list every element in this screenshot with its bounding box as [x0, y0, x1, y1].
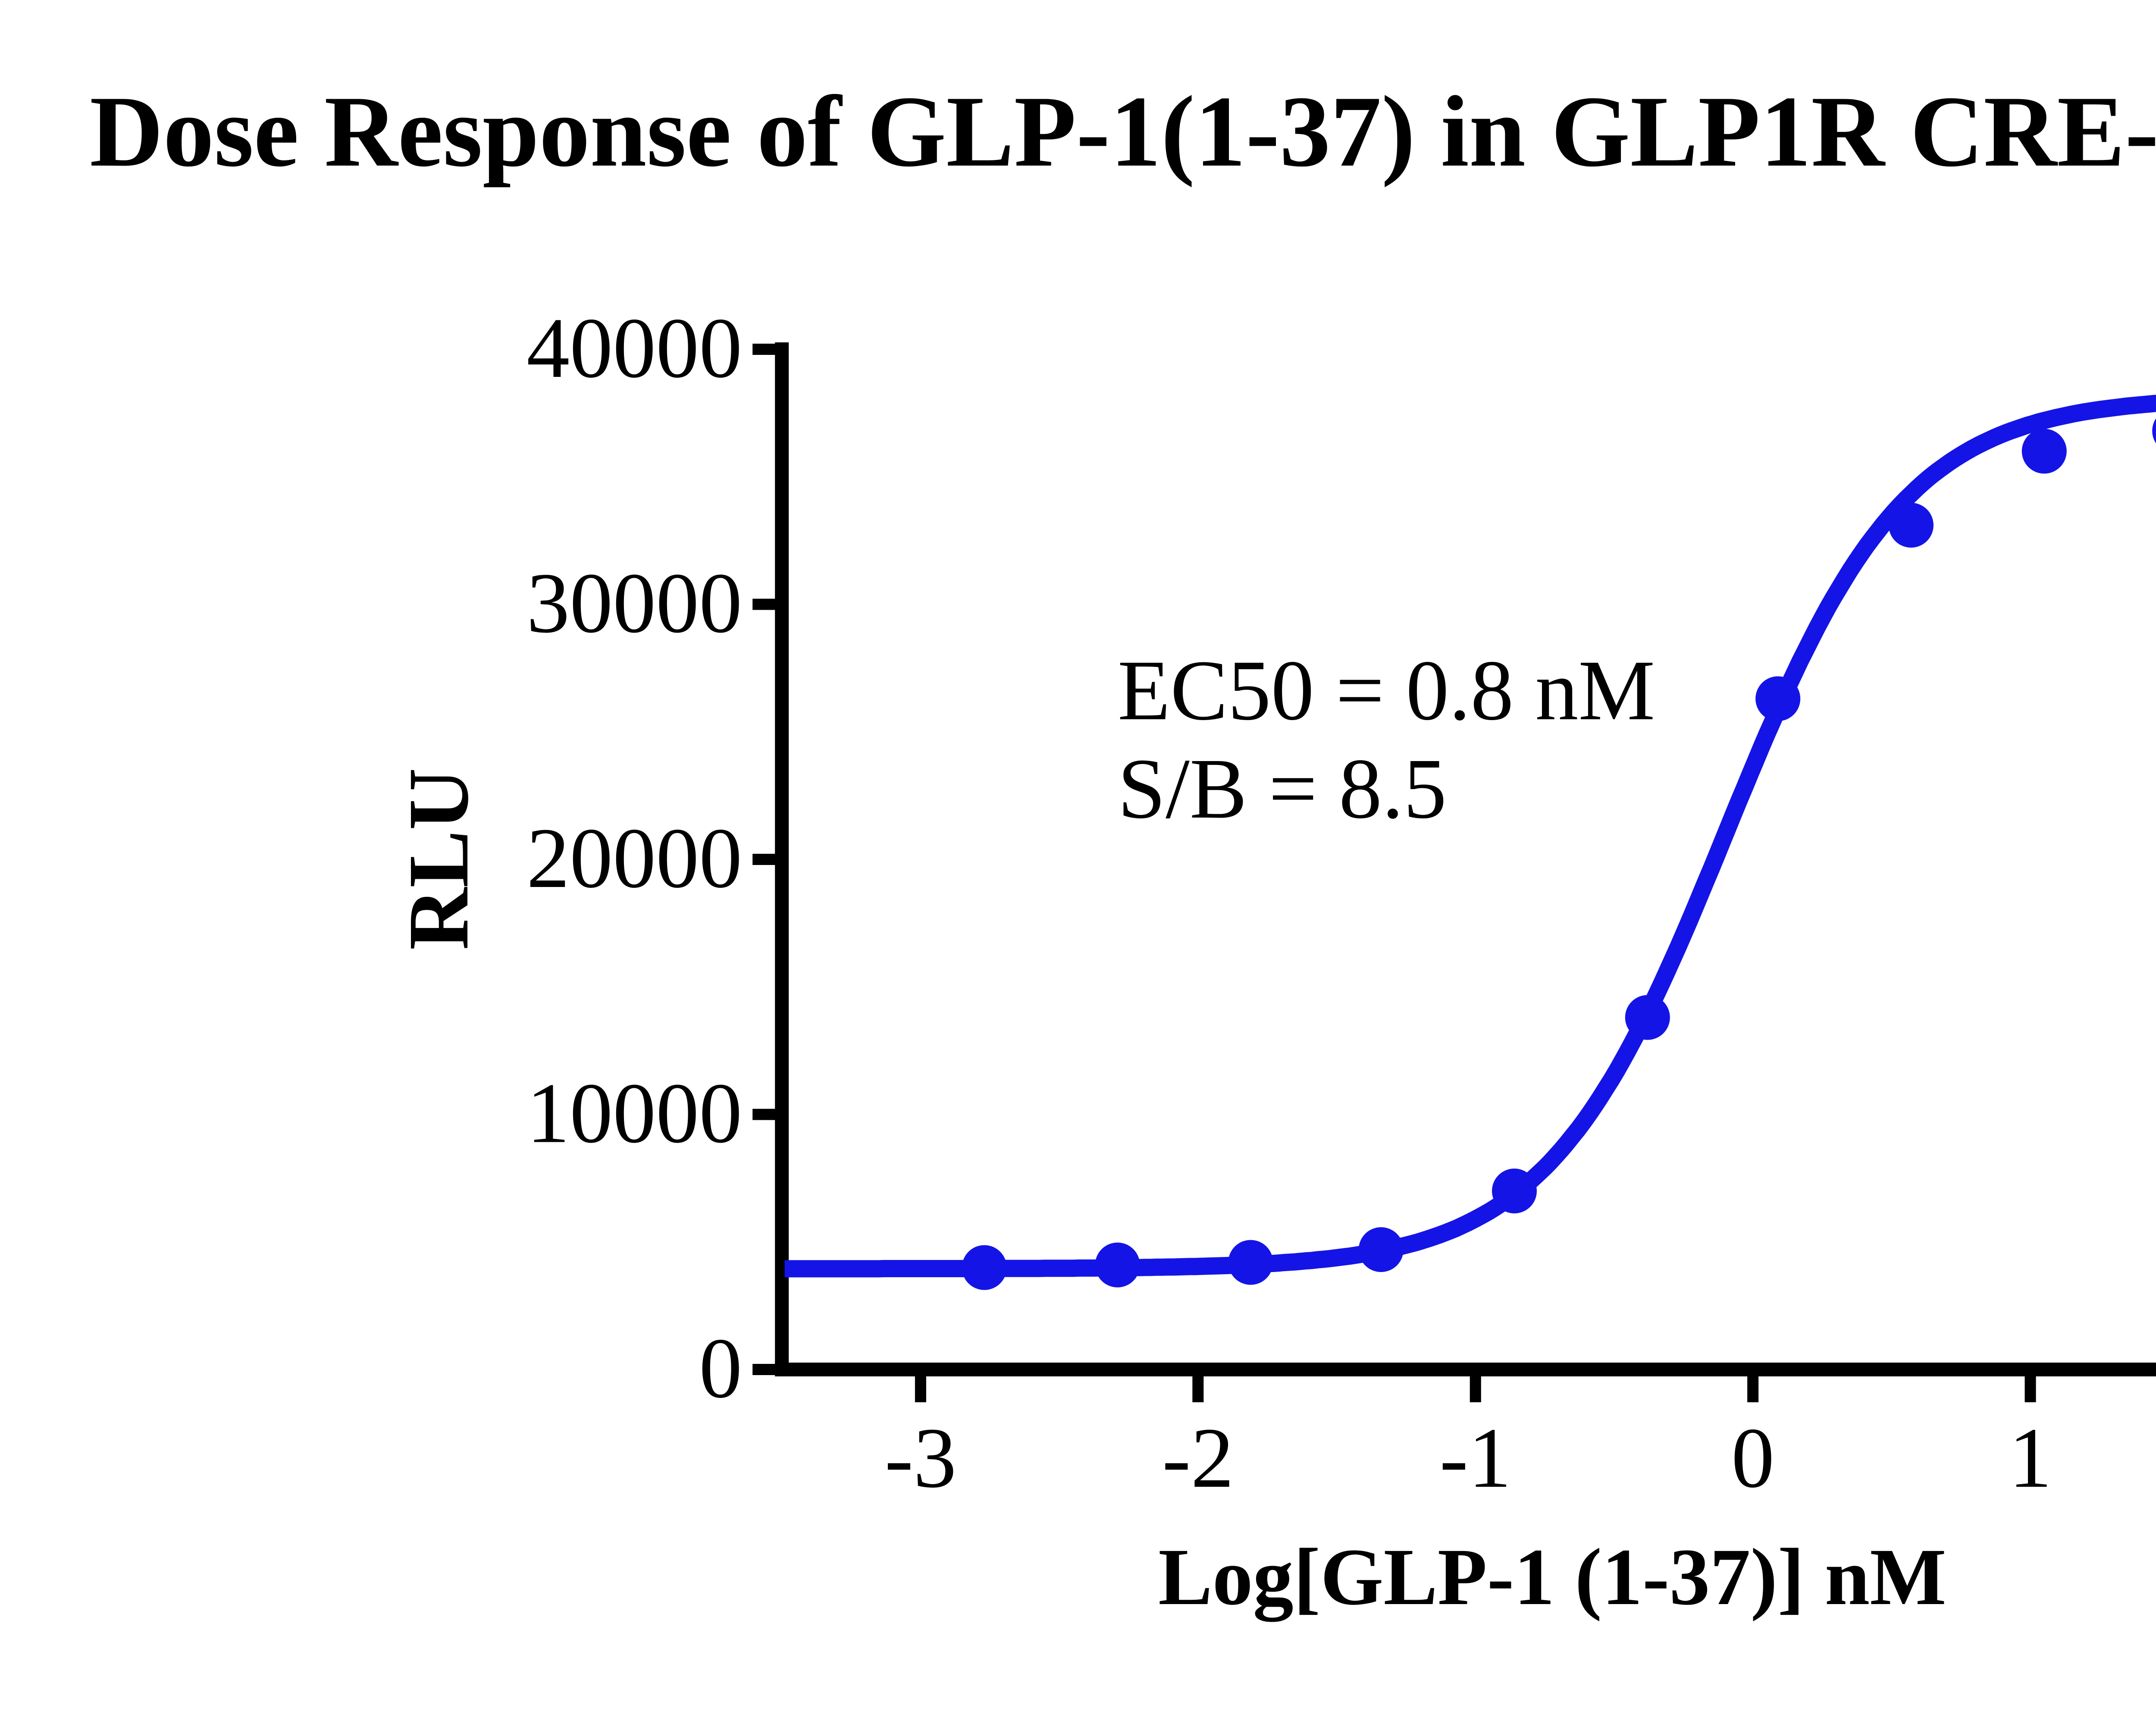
data-point	[2152, 418, 2156, 444]
fit-annotation: EC50 = 0.8 nM S/B = 8.5	[1118, 642, 1655, 838]
data-point	[1889, 503, 1934, 548]
y-tick-label: 10000	[526, 1066, 742, 1161]
data-point	[1625, 995, 1670, 1040]
data-point	[1755, 676, 1801, 721]
x-tick-label: -3	[885, 1410, 957, 1506]
fit-curve	[781, 395, 2156, 1278]
data-point	[1492, 1169, 1537, 1213]
signal-background-annotation: S/B = 8.5	[1118, 740, 1447, 837]
data-point	[962, 1245, 1007, 1290]
x-tick-label: -1	[1439, 1410, 1511, 1506]
data-point	[2021, 429, 2067, 474]
ec50-annotation: EC50 = 0.8 nM	[1118, 642, 1655, 738]
x-tick-label: 1	[2009, 1410, 2052, 1506]
chart-title: Dose Response of GLP-1(1-37) in GLP1R CR…	[90, 74, 2156, 188]
y-tick-label: 30000	[526, 556, 742, 651]
y-tick-label: 20000	[526, 811, 742, 906]
x-tick-label: -2	[1162, 1410, 1234, 1506]
y-axis-title: RLU	[390, 768, 486, 950]
y-tick-label: 0	[699, 1321, 742, 1416]
data-point	[1358, 1227, 1404, 1272]
y-tick-label: 40000	[526, 301, 742, 396]
x-tick-label: 0	[1731, 1410, 1774, 1506]
data-point	[1095, 1242, 1140, 1288]
data-point	[1228, 1240, 1273, 1285]
x-axis-title: Log[GLP-1 (1-37)] nM	[1158, 1533, 1946, 1623]
